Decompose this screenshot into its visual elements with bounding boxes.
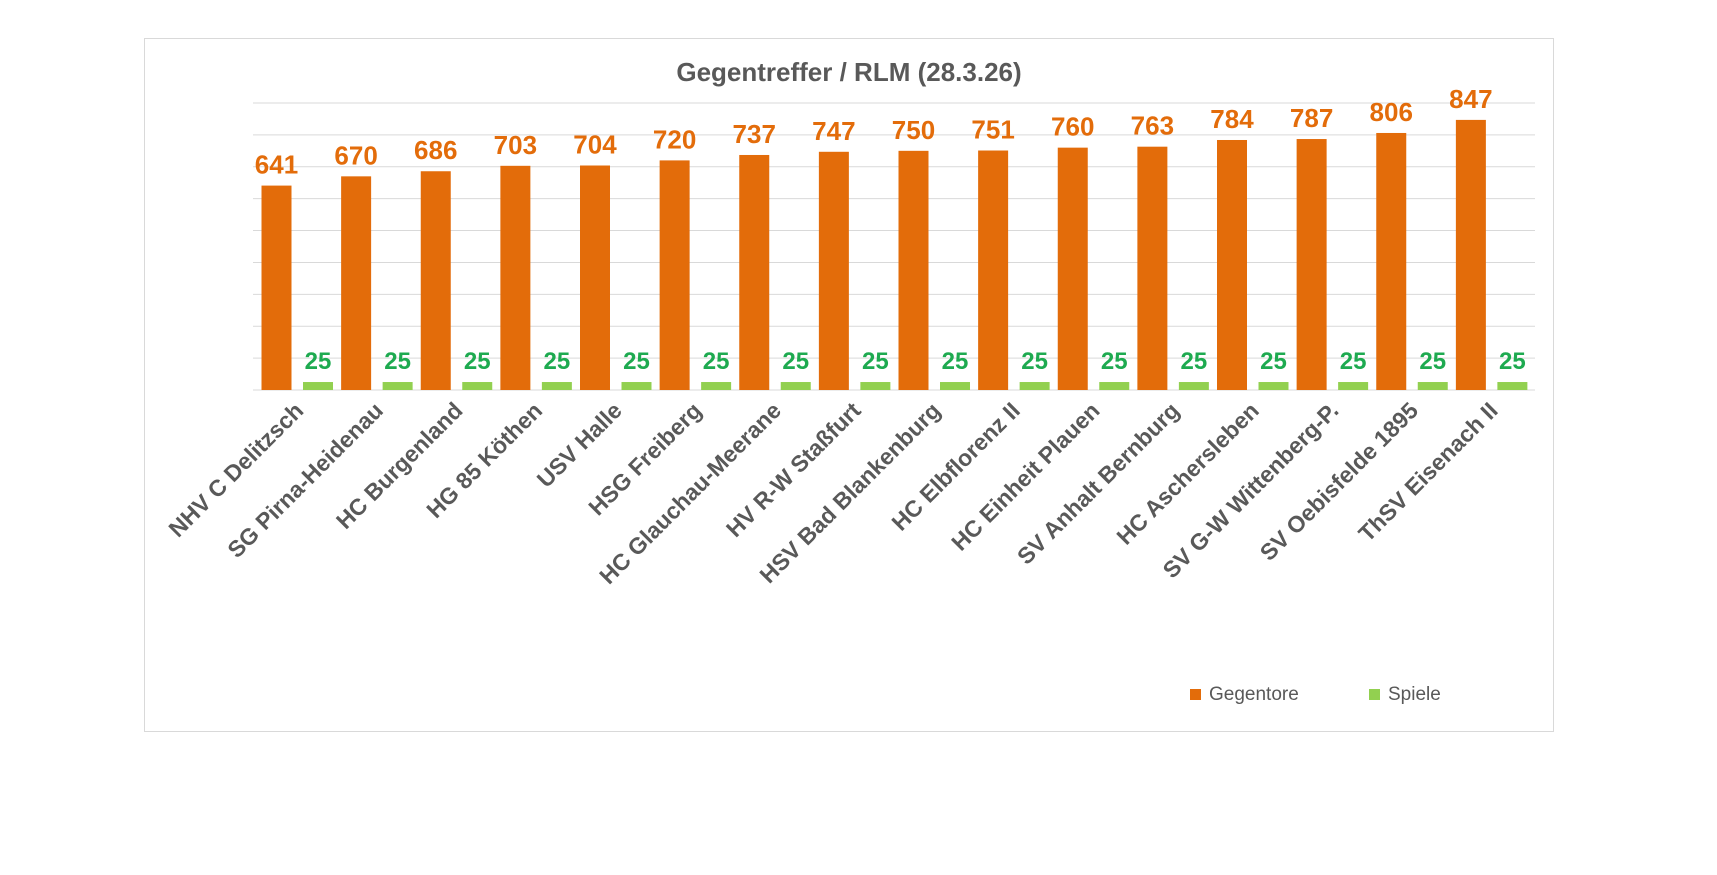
data-label-gegentore: 751 xyxy=(971,115,1014,145)
data-label-spiele: 25 xyxy=(623,348,650,375)
data-label-spiele: 25 xyxy=(1499,348,1526,375)
bar-spiele xyxy=(621,382,652,390)
data-label-gegentore: 737 xyxy=(733,119,776,149)
data-label-spiele: 25 xyxy=(384,348,411,375)
data-label-gegentore: 747 xyxy=(812,116,855,146)
bar-gegentore xyxy=(1296,139,1327,390)
data-label-gegentore: 806 xyxy=(1370,97,1413,127)
data-label-gegentore: 670 xyxy=(334,140,377,170)
bar-spiele xyxy=(462,382,493,390)
bar-gegentore xyxy=(420,171,451,390)
bars xyxy=(261,119,1528,390)
bar-spiele xyxy=(860,382,891,390)
category-label: HC Einheit Plauen xyxy=(946,397,1104,555)
bar-gegentore xyxy=(341,176,372,390)
data-label-spiele: 25 xyxy=(305,348,332,375)
bar-gegentore xyxy=(1137,146,1168,390)
data-label-gegentore: 787 xyxy=(1290,103,1333,133)
data-label-gegentore: 847 xyxy=(1449,84,1492,114)
legend-swatch xyxy=(1369,689,1380,700)
bar-spiele xyxy=(1019,382,1050,390)
bar-gegentore xyxy=(659,160,690,390)
data-label-spiele: 25 xyxy=(862,348,889,375)
data-label-gegentore: 686 xyxy=(414,135,457,165)
legend-label: Gegentore xyxy=(1209,684,1299,705)
bar-gegentore xyxy=(1057,147,1088,390)
data-label-gegentore: 703 xyxy=(494,130,537,160)
bar-spiele xyxy=(1338,382,1369,390)
data-label-gegentore: 704 xyxy=(573,130,617,160)
category-label: HC Aschersleben xyxy=(1111,397,1263,549)
data-label-spiele: 25 xyxy=(1021,348,1048,375)
data-label-spiele: 25 xyxy=(544,348,571,375)
bar-spiele xyxy=(303,382,333,390)
bar-gegentore xyxy=(261,185,292,390)
bar-spiele xyxy=(701,382,732,390)
bar-spiele xyxy=(1497,382,1528,390)
data-label-gegentore: 720 xyxy=(653,124,696,154)
bar-gegentore xyxy=(1217,139,1247,390)
legend: Gegentore Spiele xyxy=(1190,684,1441,705)
data-labels: 641 25 670 25 686 25 703 25 704 25 720 25 737 25 747 25… xyxy=(255,84,1526,375)
category-label: SG Pirna-Heidenau xyxy=(222,397,388,563)
bar-spiele xyxy=(1178,382,1209,390)
data-label-gegentore: 760 xyxy=(1051,112,1094,142)
chart-area: Gegentreffer / RLM (28.3.26) 641 25 670 25 6… xyxy=(144,38,1554,732)
data-label-spiele: 25 xyxy=(703,348,730,375)
bar-gegentore xyxy=(1376,132,1407,390)
bar-gegentore xyxy=(739,154,770,390)
category-label: HV R-W Staßfurt xyxy=(721,397,866,542)
data-label-gegentore: 784 xyxy=(1210,104,1254,134)
bar-gegentore xyxy=(978,150,1009,390)
legend-swatch xyxy=(1190,689,1201,700)
bar-spiele xyxy=(1417,382,1448,390)
bar-chart: Gegentreffer / RLM (28.3.26) 64125670256… xyxy=(163,57,1535,705)
data-label-spiele: 25 xyxy=(1340,348,1367,375)
bar-spiele xyxy=(382,382,413,390)
data-label-spiele: 25 xyxy=(1260,348,1287,375)
category-label: ThSV Eisenach II xyxy=(1353,397,1502,546)
data-label-spiele: 25 xyxy=(1419,348,1446,375)
bar-gegentore xyxy=(500,165,531,390)
bar-gegentore xyxy=(580,165,610,390)
data-label-spiele: 25 xyxy=(782,348,809,375)
bar-gegentore xyxy=(818,151,849,390)
bar-spiele xyxy=(940,382,970,390)
category-label: SV Oebisfelde 1895 xyxy=(1255,397,1424,566)
chart-title: Gegentreffer / RLM (28.3.26) xyxy=(676,57,1021,87)
data-label-spiele: 25 xyxy=(1181,348,1208,375)
data-label-spiele: 25 xyxy=(942,348,969,375)
data-label-gegentore: 641 xyxy=(255,150,298,180)
bar-spiele xyxy=(780,382,811,390)
bar-spiele xyxy=(541,382,572,390)
bar-gegentore xyxy=(898,150,929,390)
bar-spiele xyxy=(1258,382,1289,390)
data-label-gegentore: 750 xyxy=(892,115,935,145)
bar-gegentore xyxy=(1455,119,1486,390)
data-label-spiele: 25 xyxy=(1101,348,1128,375)
category-label: NHV C Delitzsch xyxy=(163,397,308,542)
bar-spiele xyxy=(1099,382,1130,390)
legend-label: Spiele xyxy=(1388,684,1441,705)
data-label-gegentore: 763 xyxy=(1131,111,1174,141)
data-label-spiele: 25 xyxy=(464,348,491,375)
